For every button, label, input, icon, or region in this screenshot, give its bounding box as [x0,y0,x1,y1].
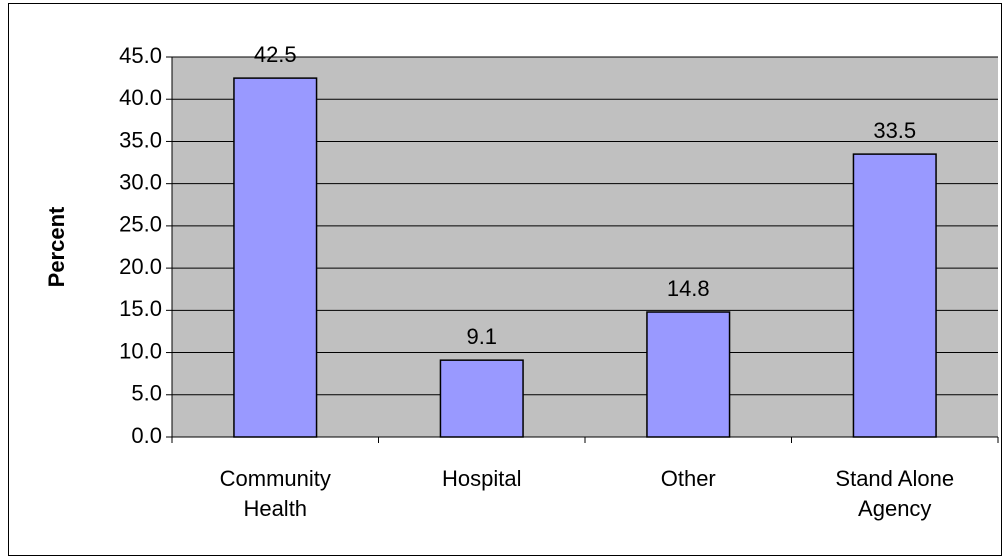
y-tick-label: 25.0 [119,212,162,237]
data-label: 14.8 [667,276,710,301]
bar [646,311,731,438]
y-tick-label: 0.0 [131,423,162,448]
x-tick-label: Hospital [442,466,522,491]
data-label: 42.5 [254,42,297,67]
x-tick-label: Community Health [219,466,331,521]
bar [439,359,524,438]
x-tick-label: Other [660,466,716,491]
y-axis-title: Percent [44,206,69,287]
y-tick-label: 15.0 [119,296,162,321]
y-tick-label: 20.0 [119,254,162,279]
y-tick-label: 5.0 [131,381,162,406]
bar [852,153,937,438]
x-tick-label: Stand Alone Agency [835,466,955,521]
y-tick-label: 10.0 [119,338,162,363]
data-label: 9.1 [466,324,497,349]
y-tick-label: 40.0 [119,85,162,110]
y-tick-label: 45.0 [119,43,162,68]
bar [233,77,318,438]
data-label: 33.5 [873,118,916,143]
y-tick-label: 30.0 [119,169,162,194]
y-tick-label: 35.0 [119,127,162,152]
